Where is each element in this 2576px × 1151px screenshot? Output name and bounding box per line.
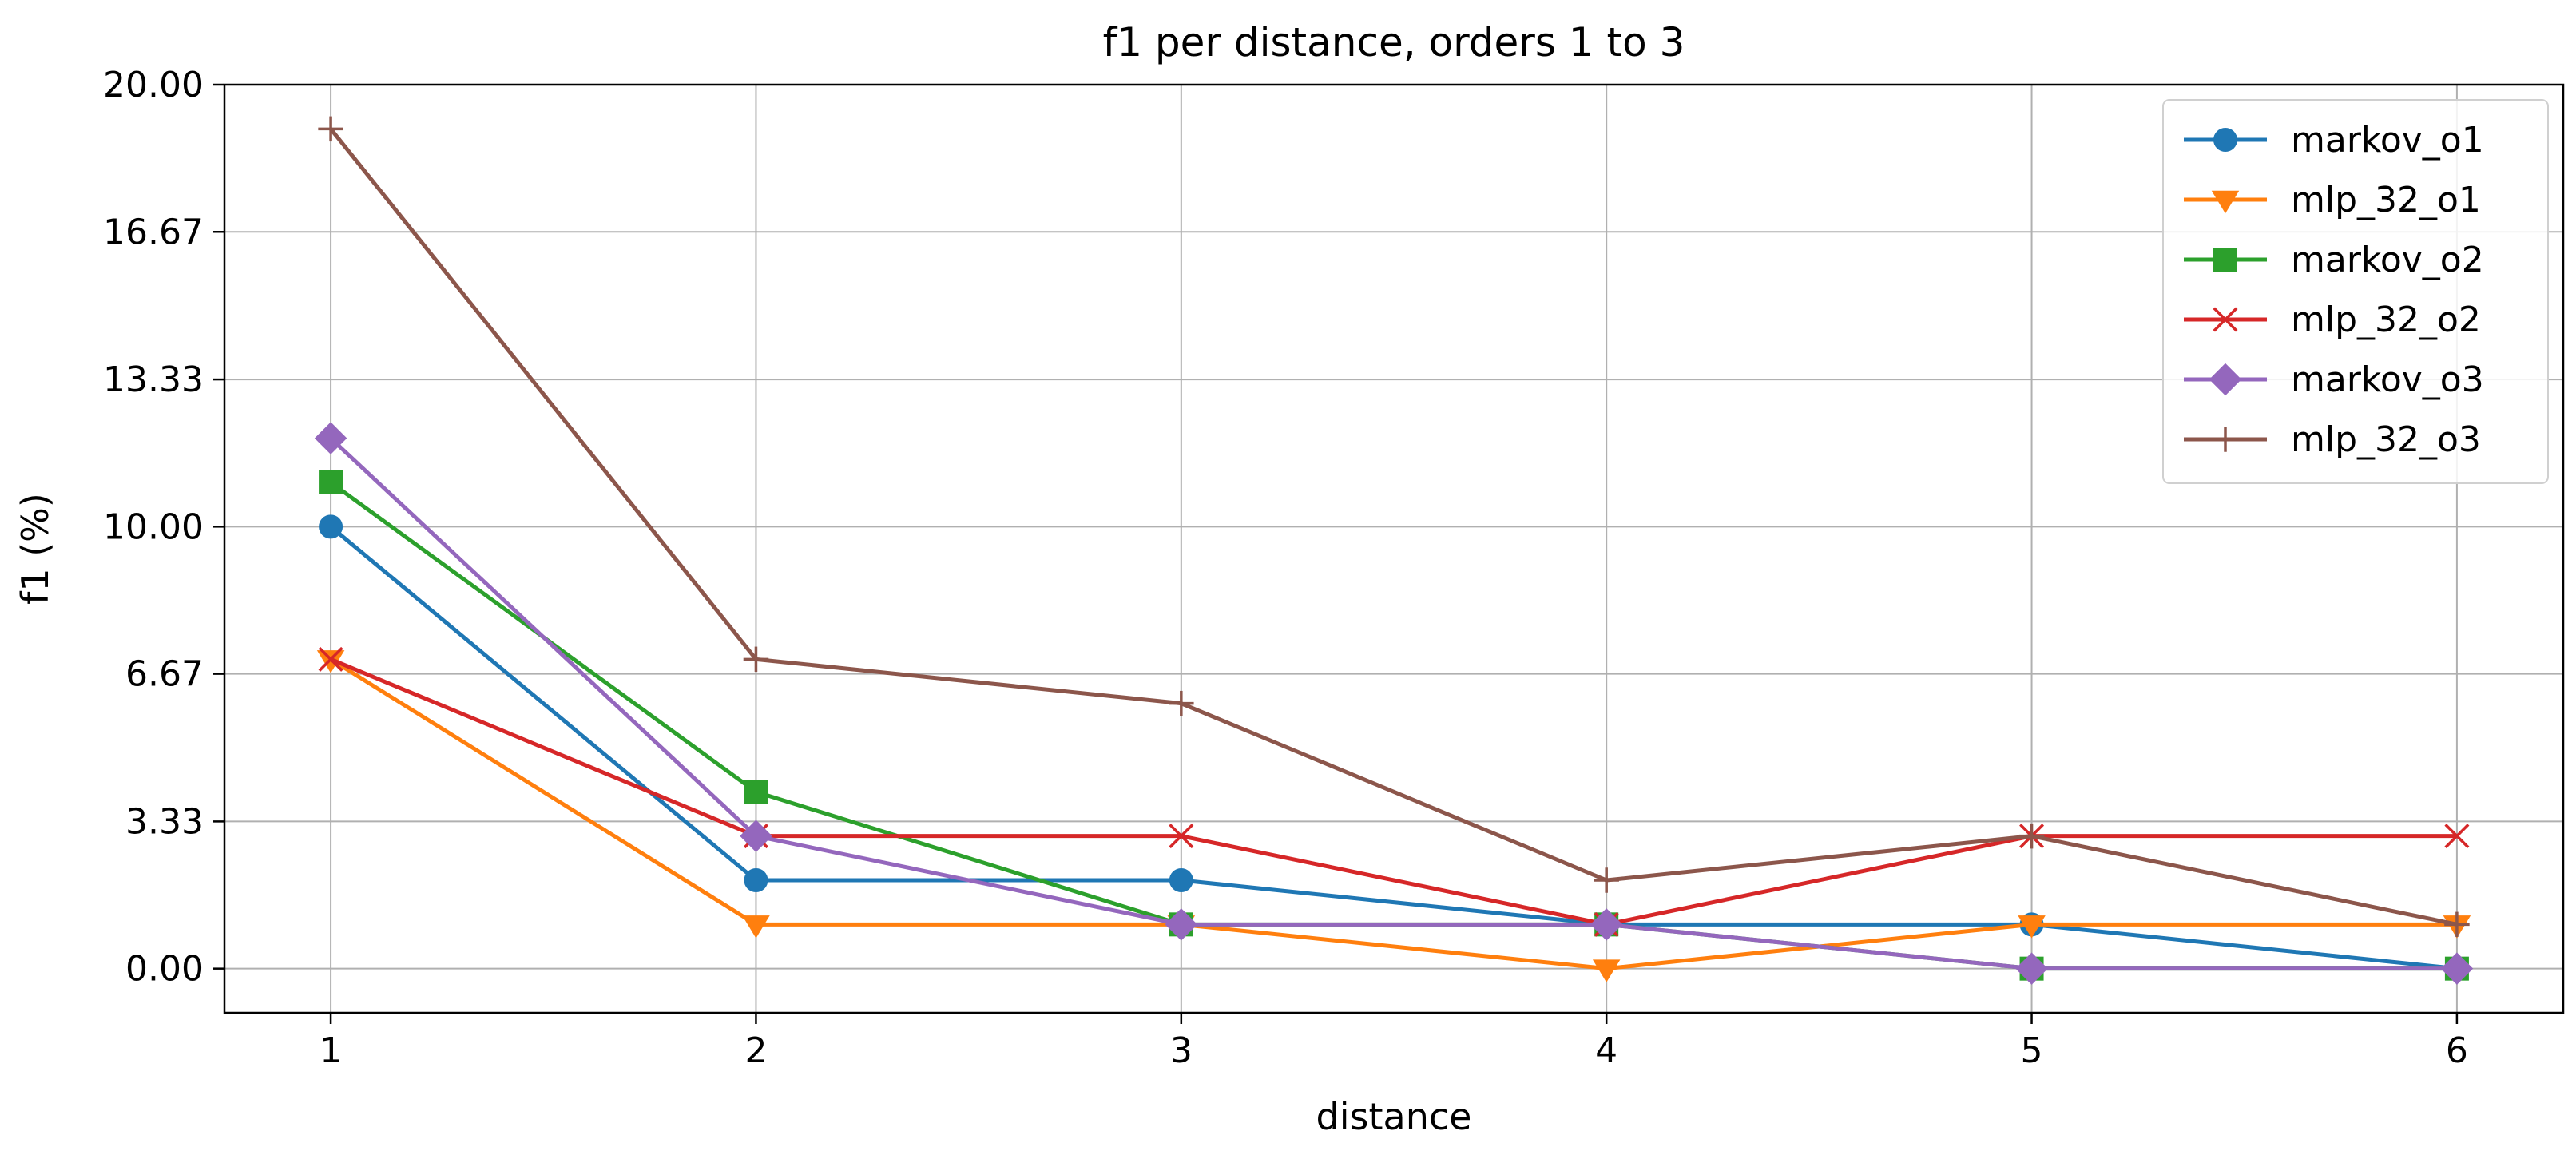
data-point — [319, 514, 343, 539]
marker-shape — [318, 646, 343, 672]
x-tick-label: 6 — [2446, 1030, 2468, 1071]
legend-marker — [2213, 427, 2238, 452]
series-markov_o3 — [314, 422, 2474, 985]
series-mlp_32_o3 — [318, 116, 2470, 938]
legend-box — [2162, 99, 2549, 484]
data-point — [1169, 868, 1193, 892]
data-point — [742, 915, 770, 939]
legend-marker — [2213, 307, 2238, 332]
marker-shape — [316, 650, 345, 673]
series-line — [330, 657, 2457, 927]
legend-item: markov_o3 — [2184, 359, 2484, 400]
data-point — [1169, 824, 1194, 849]
y-axis-label: f1 (%) — [14, 493, 57, 605]
x-tick-label: 1 — [320, 1030, 342, 1071]
data-point — [2018, 915, 2046, 939]
marker-shape — [2213, 307, 2238, 332]
legend-marker — [2211, 190, 2240, 214]
legend-marker — [2209, 363, 2242, 396]
marker-shape — [2018, 915, 2046, 939]
series-line — [329, 436, 2457, 971]
series-line — [329, 127, 2458, 927]
data-point — [2015, 952, 2048, 985]
data-point — [2440, 952, 2474, 985]
data-point — [2444, 824, 2470, 849]
legend-label: markov_o1 — [2291, 120, 2484, 161]
data-point — [1592, 959, 1621, 982]
marker-shape — [2209, 363, 2242, 396]
x-axis: 1 2 3 4 5 6 — [320, 1013, 2468, 1071]
data-point — [1590, 908, 1623, 941]
data-point — [316, 650, 345, 673]
series-line — [329, 525, 2458, 971]
x-tick-label: 5 — [2021, 1030, 2043, 1071]
data-point — [318, 646, 343, 672]
legend-marker — [2213, 248, 2237, 272]
marker-shape — [2440, 952, 2474, 985]
y-tick-label: 10.00 — [103, 506, 204, 547]
legend-label: markov_o2 — [2291, 240, 2484, 280]
legend: markov_o1 mlp_32_o1 markov_o2 mlp_32_o2mark… — [2162, 99, 2549, 484]
data-point — [1169, 690, 1194, 716]
data-point — [740, 820, 772, 852]
data-point — [1165, 908, 1198, 941]
legend-marker — [2213, 128, 2237, 152]
plot-frame — [223, 83, 2565, 1014]
data-point — [2444, 911, 2470, 938]
marker-shape — [314, 422, 347, 454]
y-tick-label: 13.33 — [103, 359, 204, 400]
legend-item: mlp_32_o3 — [2184, 419, 2481, 460]
x-axis-label: distance — [1316, 1095, 1472, 1138]
y-tick-label: 6.67 — [125, 654, 204, 695]
data-point — [318, 116, 343, 142]
marker-shape — [744, 868, 768, 892]
marker-shape — [1590, 908, 1623, 941]
legend-item: markov_o2 — [2184, 240, 2484, 280]
marker-shape — [744, 780, 768, 804]
marker-shape — [319, 470, 343, 494]
data-point — [314, 422, 347, 454]
y-tick-label: 3.33 — [125, 801, 204, 842]
x-tick-label: 4 — [1595, 1030, 1617, 1071]
marker-shape — [2213, 248, 2237, 272]
series-layer — [314, 116, 2474, 985]
data-point — [744, 868, 768, 892]
legend-label: mlp_32_o1 — [2291, 180, 2481, 220]
marker-shape — [319, 514, 343, 539]
marker-shape — [1169, 824, 1194, 849]
y-tick-label: 0.00 — [125, 949, 204, 990]
legend-item: mlp_32_o1 — [2184, 180, 2481, 220]
legend-item: markov_o1 — [2184, 120, 2484, 161]
series-line — [329, 657, 2457, 971]
marker-shape — [740, 820, 772, 852]
data-point — [2018, 823, 2045, 849]
marker-shape — [2444, 824, 2470, 849]
marker-shape — [1592, 959, 1621, 982]
marker-shape — [2213, 128, 2237, 152]
chart-title: f1 per distance, orders 1 to 3 — [1103, 19, 1685, 65]
data-point — [319, 470, 343, 494]
marker-shape — [2015, 952, 2048, 985]
x-tick-label: 3 — [1170, 1030, 1193, 1071]
y-tick-label: 20.00 — [103, 65, 204, 105]
data-point — [743, 646, 769, 673]
data-point — [1594, 867, 1619, 893]
marker-shape — [1165, 908, 1198, 941]
marker-shape — [2211, 190, 2240, 214]
legend-label: markov_o3 — [2291, 359, 2484, 400]
legend-item: mlp_32_o2 — [2184, 300, 2481, 340]
y-tick-label: 16.67 — [103, 212, 204, 252]
x-tick-label: 2 — [744, 1030, 767, 1071]
marker-shape — [1169, 868, 1193, 892]
marker-shape — [742, 915, 770, 939]
legend-label: mlp_32_o2 — [2291, 300, 2481, 340]
y-axis: 0.00 3.33 6.67 10.00 13.33 16.67 20.00 — [103, 65, 224, 990]
legend-label: mlp_32_o3 — [2291, 419, 2481, 460]
data-point — [744, 780, 768, 804]
